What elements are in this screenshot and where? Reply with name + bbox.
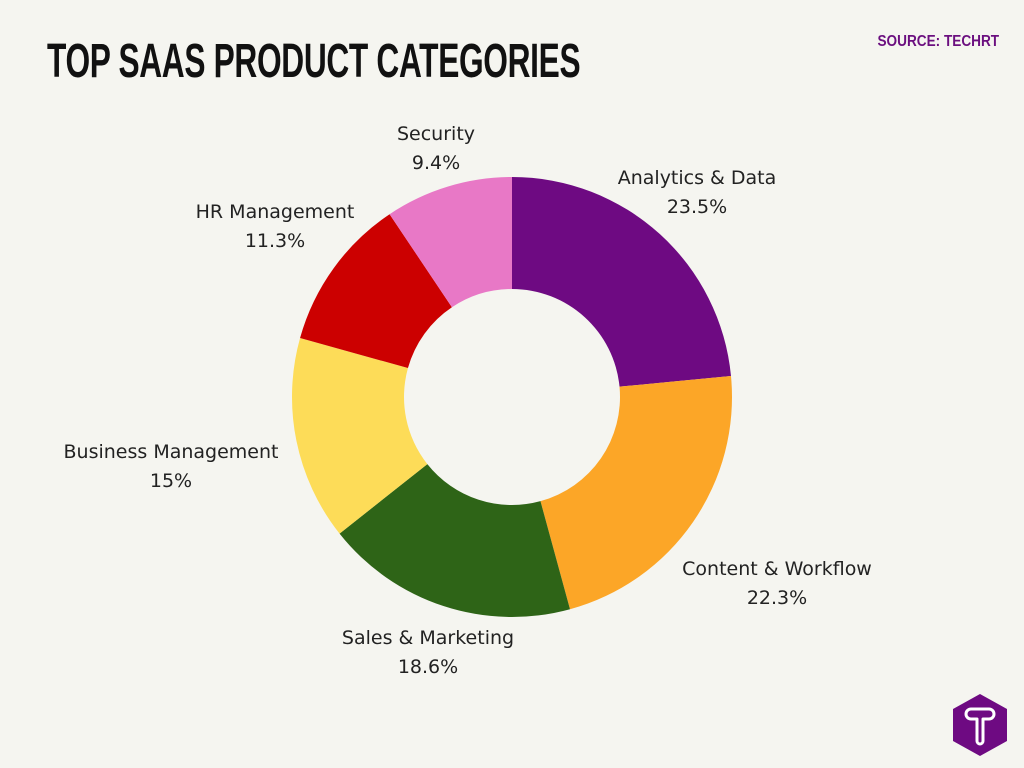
category-label: Analytics & Data — [617, 167, 777, 189]
label-hr: HR Management 11.3% — [196, 198, 355, 256]
value-label: 23.5% — [666, 196, 728, 218]
category-label: HR Management — [195, 201, 355, 223]
label-sales: Sales & Marketing 18.6% — [342, 624, 514, 682]
slice-content-workflow — [540, 375, 732, 610]
category-label: Business Management — [63, 441, 279, 463]
label-analytics: Analytics & Data 23.5% — [618, 164, 777, 222]
label-business: Business Management 15% — [64, 438, 279, 496]
label-content: Content & Workflow 22.3% — [682, 555, 872, 613]
value-label: 18.6% — [397, 656, 459, 678]
category-label: Sales & Marketing — [341, 627, 515, 649]
slice-business-management — [291, 338, 428, 534]
value-label: 9.4% — [411, 152, 461, 174]
category-label: Security — [396, 123, 476, 145]
logo-letter-t — [964, 707, 996, 746]
logo-hexagon — [953, 694, 1007, 756]
techrt-logo-icon — [953, 694, 1007, 756]
slice-analytics-data — [512, 177, 731, 387]
slice-sales-marketing — [339, 464, 570, 618]
value-label: 11.3% — [244, 230, 306, 252]
slice-hr-management — [300, 214, 452, 369]
slice-security — [389, 177, 512, 308]
value-label: 15% — [149, 470, 193, 492]
source-label: SOURCE: TECHRT — [877, 33, 999, 50]
label-security: Security 9.4% — [397, 120, 475, 178]
category-label: Content & Workflow — [682, 558, 872, 580]
value-label: 22.3% — [746, 587, 808, 609]
page-title: TOP SAAS PRODUCT CATEGORIES — [47, 35, 581, 88]
